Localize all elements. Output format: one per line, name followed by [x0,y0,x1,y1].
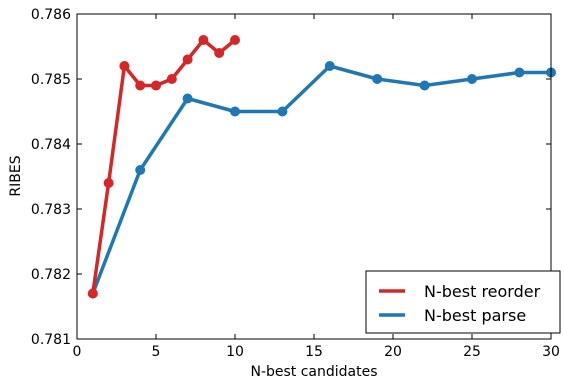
data-point-n-best-reorder [214,48,225,58]
data-point-n-best-reorder [135,80,146,91]
data-point-n-best-reorder [119,61,130,71]
ticks-layer: 0 5 10 15 20 25 30 0.781 0.782 0.783 0.784 0.785 0.7… [31,7,560,360]
legend-box [365,270,561,334]
y-tick-label: 0.782 [31,267,71,283]
x-tick-label: 10 [226,344,244,360]
y-tick-label: 0.784 [31,137,71,153]
data-point-n-best-parse [182,93,193,104]
y-tick-label: 0.783 [31,202,71,218]
y-tick-label: 0.785 [31,72,71,88]
x-tick-label: 0 [73,344,82,360]
data-point-n-best-reorder [230,35,240,45]
y-tick-label: 0.781 [31,332,71,348]
data-point-n-best-parse [277,106,288,117]
data-point-n-best-reorder [103,178,114,188]
y-axis-label: RIBES [8,155,24,196]
x-tick-label: 30 [542,344,560,360]
data-point-n-best-parse [467,74,477,84]
data-point-n-best-parse [419,80,430,91]
data-point-n-best-reorder [87,288,98,299]
data-point-n-best-reorder [198,35,209,45]
x-tick-label: 20 [384,344,402,360]
x-axis-label: N-best candidates [250,364,377,380]
x-tick-label: 25 [463,344,481,360]
x-tick-label: 5 [152,344,161,360]
x-tick-label: 15 [305,344,323,360]
series-line-n-best-reorder [91,38,237,296]
y-tick-label: 0.786 [31,7,71,23]
legend-label-parse: N-best parse [424,306,526,325]
legend-label-reorder: N-best reorder [424,282,541,301]
plot-frame [76,13,552,340]
data-point-n-best-reorder [166,74,177,84]
series-layer [87,35,556,299]
series-n-best-reorder [87,35,240,299]
data-point-n-best-reorder [151,80,161,91]
data-point-n-best-parse [372,74,383,84]
data-point-n-best-parse [230,106,240,117]
data-point-n-best-parse [135,165,146,175]
data-point-n-best-parse [324,61,335,71]
data-point-n-best-parse [514,67,525,78]
legend: N-best reorder N-best parse [365,270,561,334]
data-point-n-best-reorder [182,54,193,65]
